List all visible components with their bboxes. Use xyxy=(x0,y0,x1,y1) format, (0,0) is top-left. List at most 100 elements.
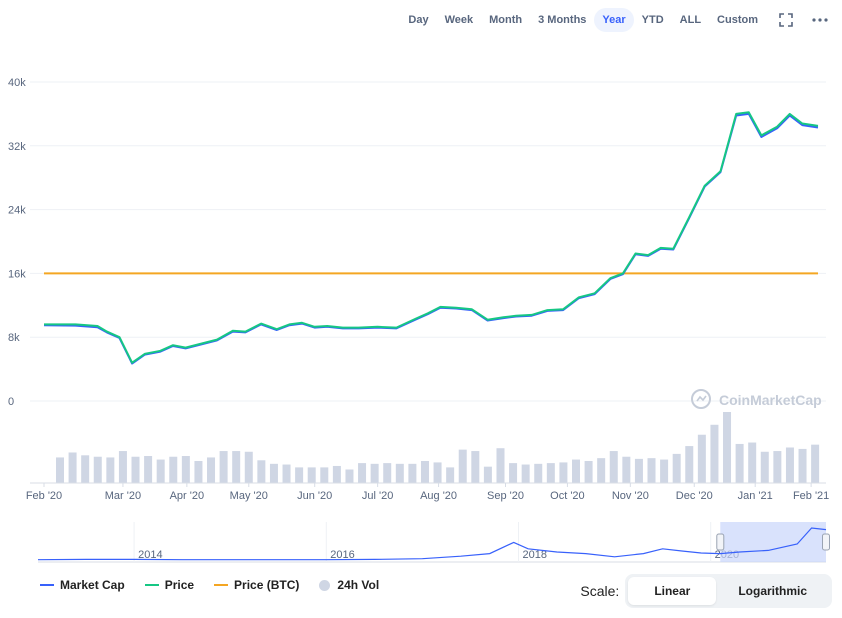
x-tick-label: Jan '21 xyxy=(738,490,773,502)
watermark-text: CoinMarketCap xyxy=(719,392,822,408)
volume-bar xyxy=(118,451,127,483)
volume-bar xyxy=(471,451,480,483)
volume-bar xyxy=(584,460,593,483)
volume-bar xyxy=(785,447,794,483)
volume-bar xyxy=(181,456,190,483)
more-dots-icon[interactable] xyxy=(806,8,834,32)
volume-bar xyxy=(68,452,77,483)
volume-bar xyxy=(282,464,291,483)
x-tick-label: Nov '20 xyxy=(612,490,649,502)
navigator-left-handle[interactable] xyxy=(716,533,725,551)
y-tick-label: 40k xyxy=(8,77,26,89)
volume-bar xyxy=(420,460,429,483)
price-line xyxy=(44,111,819,364)
y-tick-label: 8k xyxy=(8,332,20,344)
volume-bar xyxy=(521,464,530,483)
legend-price[interactable]: Price xyxy=(144,578,195,592)
legend-price-label: Price xyxy=(164,578,195,592)
navigator-selection[interactable] xyxy=(720,522,826,562)
x-tick-label: Feb '20 xyxy=(26,490,62,502)
volume-bar xyxy=(534,463,543,483)
volume-bar xyxy=(597,458,606,483)
volume-bar xyxy=(144,456,153,483)
market-cap-line xyxy=(43,112,819,365)
x-tick-label: Feb '21 xyxy=(793,490,829,502)
volume-bar xyxy=(244,451,253,483)
volume-bar xyxy=(156,459,165,483)
volume-bar xyxy=(433,462,442,483)
volume-bar xyxy=(395,463,404,483)
x-tick-label: Oct '20 xyxy=(550,490,585,502)
volume-bar xyxy=(219,451,228,483)
volume-bar xyxy=(458,449,467,483)
legend-market-cap-label: Market Cap xyxy=(60,578,125,592)
volume-bar xyxy=(446,467,455,483)
volume-bar xyxy=(685,446,694,483)
scale-logarithmic-button[interactable]: Logarithmic xyxy=(738,584,807,598)
navigator-right-handle[interactable] xyxy=(822,533,830,551)
volume-bar xyxy=(660,459,669,483)
range-week-button[interactable]: Week xyxy=(444,14,474,26)
volume-bar xyxy=(609,451,618,483)
volume-bar xyxy=(559,462,568,483)
y-tick-label: 16k xyxy=(8,268,26,280)
volume-bar xyxy=(723,412,732,483)
scale-linear-button[interactable]: Linear xyxy=(628,577,717,605)
volume-bar xyxy=(496,448,505,483)
y-tick-label: 24k xyxy=(8,205,26,217)
volume-bar xyxy=(207,457,216,483)
volume-bar xyxy=(358,463,367,483)
vol-swatch xyxy=(319,579,331,591)
range-ytd-button[interactable]: YTD xyxy=(641,14,664,26)
navigator-year-label: 2014 xyxy=(138,549,162,561)
volume-bar xyxy=(672,453,681,483)
volume-bar xyxy=(93,456,102,483)
volume-bar xyxy=(622,456,631,483)
range-3-months-button[interactable]: 3 Months xyxy=(538,14,587,26)
volume-bar xyxy=(169,456,178,483)
volume-bar xyxy=(798,448,807,483)
x-tick-label: Jun '20 xyxy=(297,490,332,502)
legend-vol-label: 24h Vol xyxy=(337,578,380,592)
x-tick-label: Jul '20 xyxy=(362,490,393,502)
volume-bar xyxy=(232,451,241,483)
volume-bar xyxy=(345,469,354,483)
scale-control: Scale: Linear Logarithmic xyxy=(580,574,832,608)
scale-label: Scale: xyxy=(580,583,620,599)
legend-price-btc-label: Price (BTC) xyxy=(234,578,300,592)
time-range-toolbar: Day Week Month 3 Months Year YTD ALL Cus… xyxy=(400,7,834,33)
legend-market-cap[interactable]: Market Cap xyxy=(40,578,125,592)
volume-bar xyxy=(572,459,580,483)
y-tick-label: 32k xyxy=(8,141,26,153)
volume-bar xyxy=(811,444,820,483)
x-tick-label: Apr '20 xyxy=(170,490,205,502)
volume-bar xyxy=(710,424,719,483)
market-cap-swatch xyxy=(40,584,54,586)
volume-bar xyxy=(81,455,90,483)
volume-bar xyxy=(370,463,379,483)
volume-bar xyxy=(383,463,392,483)
range-custom-button[interactable]: Custom xyxy=(717,14,758,26)
volume-bar xyxy=(295,467,304,483)
volume-bar xyxy=(483,466,492,483)
legend-price-btc[interactable]: Price (BTC) xyxy=(214,578,299,592)
volume-bar xyxy=(760,451,769,483)
range-month-button[interactable]: Month xyxy=(489,14,523,26)
volume-bar xyxy=(307,467,316,483)
volume-bar xyxy=(131,456,140,483)
legend-vol[interactable]: 24h Vol xyxy=(319,578,379,592)
x-tick-label: Aug '20 xyxy=(420,490,457,502)
expand-icon[interactable] xyxy=(772,8,800,32)
volume-bar xyxy=(735,443,744,483)
range-day-button[interactable]: Day xyxy=(408,14,429,26)
range-all-button[interactable]: ALL xyxy=(679,14,702,26)
volume-bar xyxy=(634,458,643,483)
volume-bar xyxy=(748,442,757,483)
range-year-button[interactable]: Year xyxy=(594,8,634,32)
volume-bar xyxy=(320,467,329,483)
volume-bar xyxy=(647,458,656,483)
volume-bar xyxy=(332,465,341,483)
x-tick-label: May '20 xyxy=(230,490,268,502)
chart-legend: Market Cap Price Price (BTC) 24h Vol xyxy=(40,578,399,592)
price-swatch xyxy=(144,584,159,586)
